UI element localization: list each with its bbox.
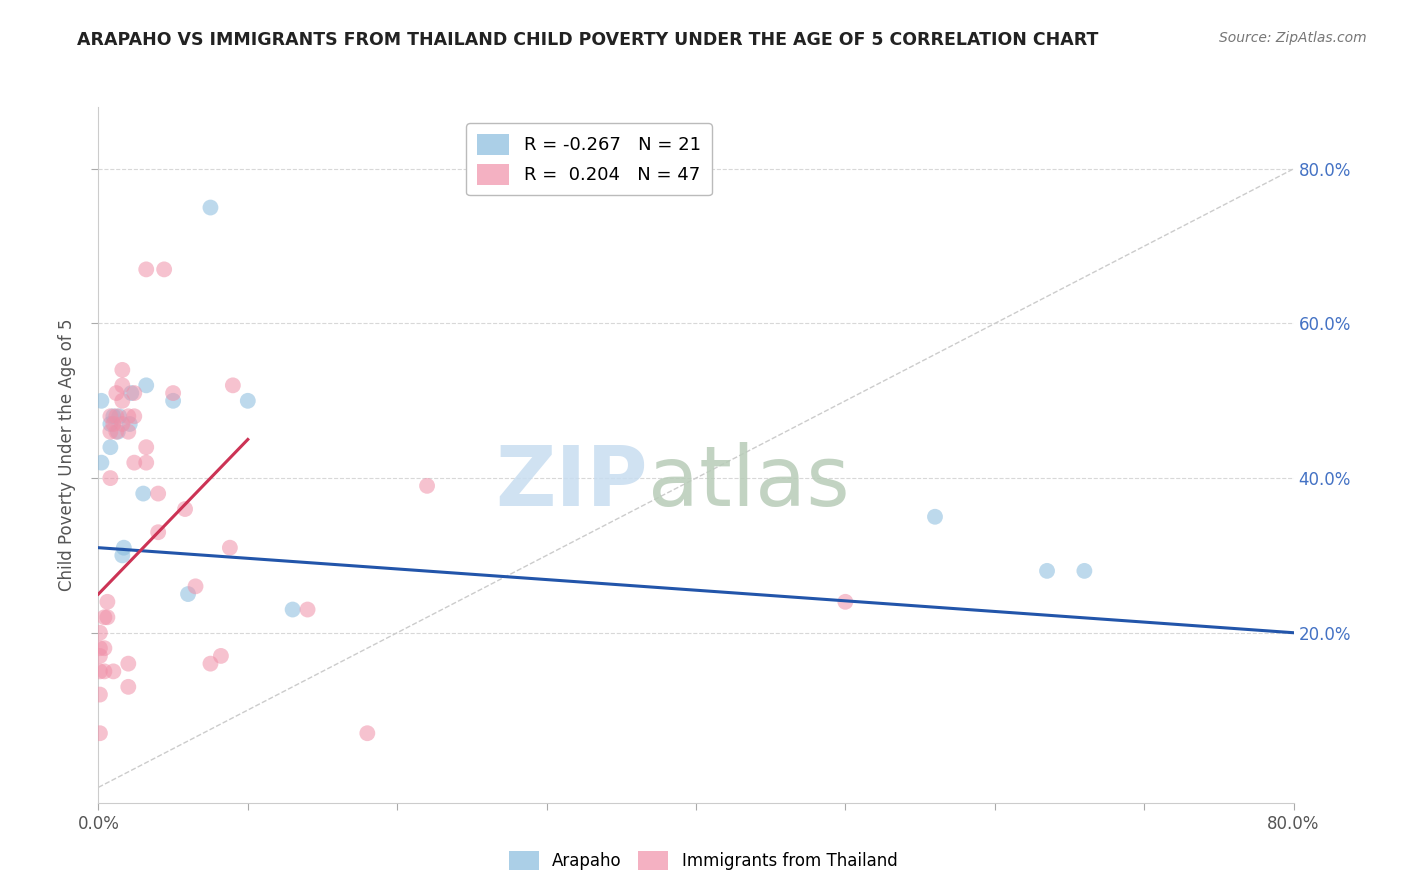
Point — [105, 409, 128, 424]
Point — [111, 378, 134, 392]
Legend: Arapaho, Immigrants from Thailand: Arapaho, Immigrants from Thailand — [502, 844, 904, 877]
Point — [98, 409, 122, 424]
Point — [117, 657, 139, 671]
Text: ARAPAHO VS IMMIGRANTS FROM THAILAND CHILD POVERTY UNDER THE AGE OF 5 CORRELATION: ARAPAHO VS IMMIGRANTS FROM THAILAND CHIL… — [77, 31, 1098, 49]
Point — [162, 393, 184, 408]
Point — [111, 549, 134, 563]
Y-axis label: Child Poverty Under the Age of 5: Child Poverty Under the Age of 5 — [58, 318, 76, 591]
Point — [93, 665, 115, 679]
Point — [924, 509, 946, 524]
Point — [834, 595, 856, 609]
Point — [107, 425, 129, 439]
Point — [219, 541, 242, 555]
Text: atlas: atlas — [648, 442, 849, 524]
Point — [153, 262, 176, 277]
Point — [98, 417, 122, 431]
Point — [89, 625, 111, 640]
Point — [111, 393, 134, 408]
Point — [89, 726, 111, 740]
Point — [93, 641, 115, 656]
Point — [89, 665, 111, 679]
Point — [174, 502, 197, 516]
Point — [111, 417, 134, 431]
Point — [96, 610, 118, 624]
Point — [1036, 564, 1059, 578]
Point — [90, 456, 112, 470]
Point — [117, 409, 139, 424]
Point — [124, 456, 146, 470]
Point — [200, 201, 222, 215]
Point — [111, 363, 134, 377]
Point — [98, 425, 122, 439]
Point — [108, 409, 131, 424]
Point — [148, 525, 170, 540]
Point — [236, 393, 259, 408]
Point — [356, 726, 378, 740]
Point — [117, 680, 139, 694]
Point — [1073, 564, 1095, 578]
Point — [120, 386, 142, 401]
Point — [117, 425, 139, 439]
Point — [90, 393, 112, 408]
Point — [124, 386, 146, 401]
Point — [135, 440, 157, 454]
Point — [135, 456, 157, 470]
Text: ZIP: ZIP — [496, 442, 648, 524]
Text: Source: ZipAtlas.com: Source: ZipAtlas.com — [1219, 31, 1367, 45]
Point — [135, 378, 157, 392]
Point — [89, 648, 111, 663]
Point — [103, 665, 125, 679]
Point — [124, 409, 146, 424]
Point — [89, 688, 111, 702]
Point — [103, 409, 125, 424]
Point — [98, 471, 122, 485]
Point — [105, 386, 128, 401]
Point — [200, 657, 222, 671]
Point — [184, 579, 207, 593]
Point — [209, 648, 232, 663]
Point — [103, 417, 125, 431]
Point — [98, 440, 122, 454]
Point — [89, 641, 111, 656]
Point — [148, 486, 170, 500]
Legend: R = -0.267   N = 21, R =  0.204   N = 47: R = -0.267 N = 21, R = 0.204 N = 47 — [465, 123, 711, 195]
Point — [93, 610, 115, 624]
Point — [281, 602, 304, 616]
Point — [118, 417, 141, 431]
Point — [112, 541, 135, 555]
Point — [222, 378, 245, 392]
Point — [162, 386, 184, 401]
Point — [96, 595, 118, 609]
Point — [416, 479, 439, 493]
Point — [135, 262, 157, 277]
Point — [297, 602, 319, 616]
Point — [177, 587, 200, 601]
Point — [132, 486, 155, 500]
Point — [105, 425, 128, 439]
